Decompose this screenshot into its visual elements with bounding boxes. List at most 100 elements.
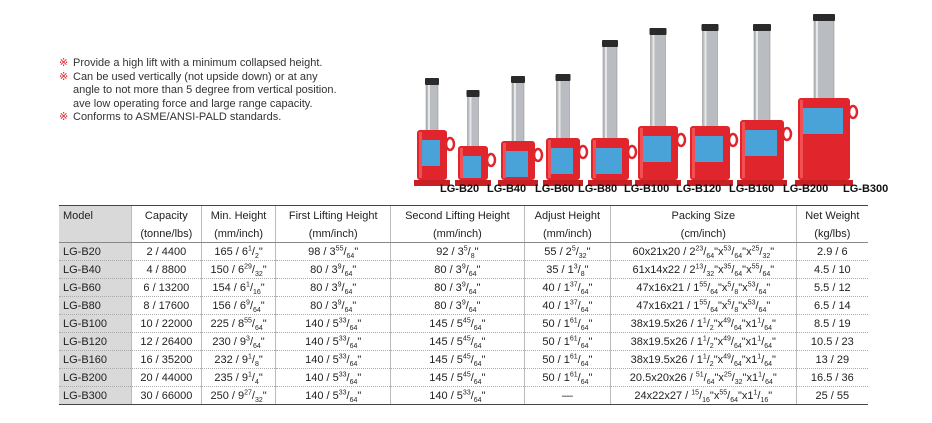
table-cell: 8 / 17600: [131, 296, 202, 315]
table-cell: 140 / 533/64": [389, 386, 525, 405]
model-cell: LG-B80: [59, 296, 132, 315]
column-unit: (kg/lbs): [795, 225, 868, 243]
table-cell: 4 / 8800: [131, 260, 202, 279]
bullet-icon: ※: [59, 70, 69, 83]
table-cell: 250 / 927/32": [200, 386, 276, 405]
table-cell: 154 / 61/16": [200, 278, 276, 297]
table-cell: 4.5 / 10: [795, 260, 868, 279]
column-header: Packing Size: [609, 205, 797, 225]
column-header: Net Weight: [795, 205, 868, 225]
table-cell: 30 / 66000: [131, 386, 202, 405]
table-row: LG-B80 8 / 17600 156 / 69/64" 80 / 39/64" 80…: [59, 296, 868, 315]
table-cell: 55 / 25/32": [523, 242, 611, 261]
table-cell: 140 / 533/64": [275, 332, 391, 351]
bottle-jack-icon: [498, 76, 544, 186]
table-row: LG-B100 10 / 22000 225 / 855/64" 140 / 533/…: [59, 314, 868, 333]
table-cell: —: [523, 386, 611, 405]
table-cell: 225 / 855/64": [200, 314, 276, 333]
column-header: Model: [59, 205, 132, 225]
table-cell: 230 / 93/64": [200, 332, 276, 351]
column-unit: (mm/inch): [200, 225, 276, 243]
table-cell: 6.5 / 14: [795, 296, 868, 315]
model-cell: LG-B60: [59, 278, 132, 297]
bottle-jack-icon: [588, 40, 638, 186]
table-cell: 140 / 533/64": [275, 350, 391, 369]
feature-item: angle to not more than 5 degree from ver…: [59, 84, 389, 98]
table-row: LG-B40 4 / 8800 150 / 629/32" 80 / 39/64" 80…: [59, 260, 868, 279]
feature-item: ※ Provide a high lift with a minimum coll…: [59, 57, 389, 71]
table-cell: 47x16x21 / 155/64"x5/8"x53/64": [609, 296, 797, 315]
column-header: First Lifting Height: [275, 205, 391, 225]
column-header: Min. Height: [200, 205, 276, 225]
product-labels: LG-B20 LG-B40 LG-B60 LG-B80 LG-B100 LG-B120 LG…: [440, 183, 920, 197]
table-cell: 40 / 137/64": [523, 278, 611, 297]
table-cell: 47x16x21 / 155/64"x5/8"x53/64": [609, 278, 797, 297]
product-label: LG-B80: [578, 183, 618, 195]
table-units-row: (tonne/lbs) (mm/inch) (mm/inch) (mm/inch) (m…: [59, 225, 868, 243]
column-unit: (cm/inch): [609, 225, 797, 243]
table-cell: 165 / 61/2": [200, 242, 276, 261]
table-cell: 50 / 161/64": [523, 368, 611, 387]
table-cell: 10 / 22000: [131, 314, 202, 333]
product-label: LG-B100: [624, 183, 670, 195]
bottle-jack-icon: [543, 74, 589, 186]
column-unit: (mm/inch): [389, 225, 525, 243]
bullet-icon: ※: [59, 57, 69, 69]
column-unit: (tonne/lbs): [131, 225, 202, 243]
table-row: LG-B60 6 / 13200 154 / 61/16" 80 / 39/64" 80…: [59, 278, 868, 297]
table-cell: 25 / 55: [795, 386, 868, 405]
spec-table: Model Capacity Min. Height First Lifting He…: [59, 205, 868, 405]
model-cell: LG-B100: [59, 314, 132, 333]
table-cell: 35 / 13/8": [523, 260, 611, 279]
table-cell: 10.5 / 23: [795, 332, 868, 351]
column-unit: (mm/inch): [523, 225, 611, 243]
table-cell: 150 / 629/32": [200, 260, 276, 279]
table-cell: 80 / 39/64": [389, 296, 525, 315]
table-cell: 156 / 69/64": [200, 296, 276, 315]
table-cell: 24x22x27 / 15/16"x55/64"x11/16": [609, 386, 797, 405]
table-header-row: Model Capacity Min. Height First Lifting He…: [59, 205, 868, 225]
table-cell: 2 / 4400: [131, 242, 202, 261]
table-cell: 80 / 39/64": [389, 278, 525, 297]
feature-list: ※ Provide a high lift with a minimum coll…: [59, 57, 389, 125]
model-cell: LG-B40: [59, 260, 132, 279]
column-unit: (mm/inch): [275, 225, 391, 243]
table-cell: 80 / 39/64": [389, 260, 525, 279]
bottle-jack-icon: [635, 28, 687, 186]
table-cell: 12 / 26400: [131, 332, 202, 351]
bottle-jack-icon: [795, 14, 859, 186]
table-cell: 145 / 545/64": [389, 368, 525, 387]
feature-text: angle to not more than 5 degree from ver…: [73, 84, 337, 97]
table-cell: 80 / 39/64": [275, 296, 391, 315]
table-cell: 140 / 533/64": [275, 314, 391, 333]
table-cell: 80 / 39/64": [275, 278, 391, 297]
feature-item: ave low operating force and large range …: [59, 98, 389, 112]
model-cell: LG-B120: [59, 332, 132, 351]
table-cell: 140 / 533/64": [275, 368, 391, 387]
table-cell: 145 / 545/64": [389, 332, 525, 351]
table-cell: 6 / 13200: [131, 278, 202, 297]
table-cell: 235 / 91/4": [200, 368, 276, 387]
feature-text: Conforms to ASME/ANSI-PALD standards.: [73, 111, 282, 124]
table-cell: 140 / 533/64": [275, 386, 391, 405]
model-cell: LG-B300: [59, 386, 132, 405]
product-label: LG-B200: [783, 183, 829, 195]
table-cell: 92 / 35/8": [389, 242, 525, 261]
feature-text: Provide a high lift with a minimum colla…: [73, 57, 323, 69]
model-cell: LG-B200: [59, 368, 132, 387]
model-cell: LG-B160: [59, 350, 132, 369]
table-cell: 20 / 44000: [131, 368, 202, 387]
column-header: Capacity: [131, 205, 202, 225]
table-cell: 50 / 161/64": [523, 332, 611, 351]
table-cell: 38x19.5x26 / 11/2"x49/64"x11/64": [609, 314, 797, 333]
feature-text: Can be used vertically (not upside down)…: [73, 70, 318, 83]
feature-text: ave low operating force and large range …: [73, 97, 313, 110]
product-label: LG-B300: [843, 183, 889, 195]
model-cell: LG-B20: [59, 242, 132, 261]
table-cell: 61x14x22 / 213/32"x35/64"x55/64": [609, 260, 797, 279]
table-row: LG-B160 16 / 35200 232 / 91/8" 140 / 533/64…: [59, 350, 868, 369]
column-unit: [59, 225, 132, 243]
product-label: LG-B120: [676, 183, 722, 195]
table-cell: 38x19.5x26 / 11/2"x49/64"x11/64": [609, 350, 797, 369]
product-label: LG-B20: [440, 183, 480, 195]
